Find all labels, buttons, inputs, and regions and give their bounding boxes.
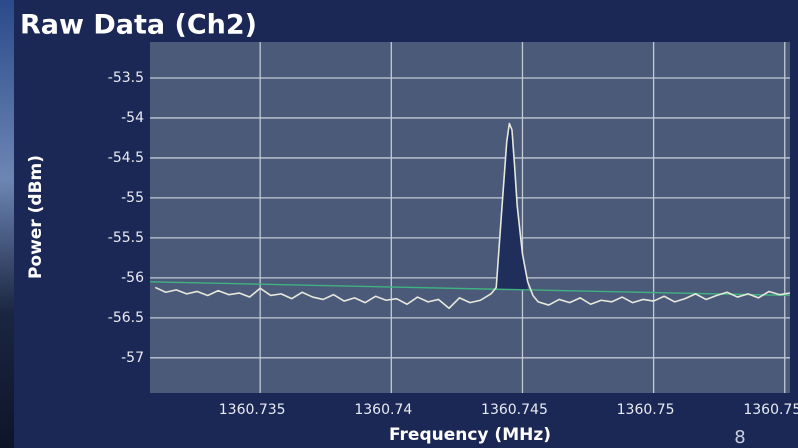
y-tick-label: -56.5: [108, 310, 144, 326]
y-tick-label: -56: [121, 270, 144, 286]
signal-line: [154, 122, 791, 310]
x-tick-label: 1360.755: [743, 402, 798, 418]
x-axis-title: Frequency (MHz): [389, 425, 551, 445]
x-tick-label: 1360.74: [354, 402, 412, 418]
plot-area: [150, 42, 790, 393]
y-tick-label: -55.5: [108, 230, 144, 246]
x-tick-label: 1360.75: [617, 402, 675, 418]
chart-title: Raw Data (Ch2): [20, 10, 257, 41]
y-tick-label: -55: [121, 190, 144, 206]
grid: [150, 42, 790, 393]
x-tick-label: 1360.735: [219, 402, 286, 418]
peak-area: [496, 123, 528, 290]
x-tick-label: 1360.745: [481, 402, 548, 418]
y-axis-title: Power (dBm): [26, 155, 46, 279]
marks: [149, 122, 791, 310]
y-tick-label: -57: [121, 350, 144, 366]
y-tick-label: -53.5: [108, 70, 144, 86]
y-tick-label: -54.5: [108, 150, 144, 166]
y-tick-label: -54: [121, 110, 144, 126]
page-number: 8: [734, 427, 745, 448]
baseline-line: [149, 281, 791, 297]
photo-strip: [0, 0, 14, 448]
